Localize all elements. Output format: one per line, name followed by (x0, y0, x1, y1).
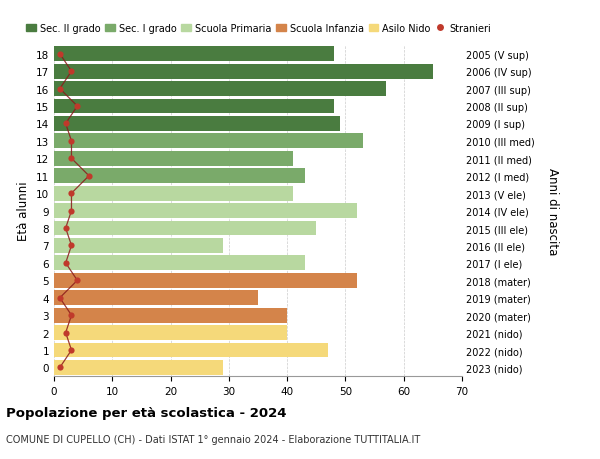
Bar (54, 308, 287, 323)
Y-axis label: Anni di nascita: Anni di nascita (546, 168, 559, 255)
Bar (54, 47, 334, 62)
Bar (54, 151, 293, 166)
Bar (54, 360, 223, 375)
Point (55, 86, 65, 93)
Point (55, 51, 65, 58)
Point (67, 347, 76, 354)
Bar (54, 273, 357, 288)
Bar (54, 134, 363, 149)
Point (67, 190, 76, 197)
Bar (54, 82, 386, 97)
Point (67, 68, 76, 76)
Point (67, 312, 76, 319)
Point (61, 225, 70, 232)
Text: COMUNE DI CUPELLO (CH) - Dati ISTAT 1° gennaio 2024 - Elaborazione TUTTITALIA.IT: COMUNE DI CUPELLO (CH) - Dati ISTAT 1° g… (6, 434, 420, 444)
Point (67, 155, 76, 162)
Bar (54, 221, 316, 236)
Point (73, 103, 82, 111)
Bar (54, 343, 328, 358)
Text: Popolazione per età scolastica - 2024: Popolazione per età scolastica - 2024 (6, 406, 287, 419)
Point (61, 260, 70, 267)
Bar (54, 204, 357, 218)
Point (61, 329, 70, 336)
Point (67, 138, 76, 145)
Y-axis label: Età alunni: Età alunni (17, 181, 31, 241)
Bar (54, 256, 305, 271)
Point (55, 294, 65, 302)
Bar (54, 325, 287, 340)
Point (84, 173, 94, 180)
Bar (54, 291, 258, 306)
Point (55, 364, 65, 371)
Legend: Sec. II grado, Sec. I grado, Scuola Primaria, Scuola Infanzia, Asilo Nido, Stran: Sec. II grado, Sec. I grado, Scuola Prim… (22, 20, 495, 38)
Bar (54, 239, 223, 253)
Point (67, 242, 76, 250)
Point (67, 207, 76, 215)
Bar (54, 186, 293, 201)
Point (61, 121, 70, 128)
Bar (54, 117, 340, 132)
Bar (54, 169, 305, 184)
Point (73, 277, 82, 285)
Bar (54, 100, 334, 114)
Bar (54, 65, 433, 79)
